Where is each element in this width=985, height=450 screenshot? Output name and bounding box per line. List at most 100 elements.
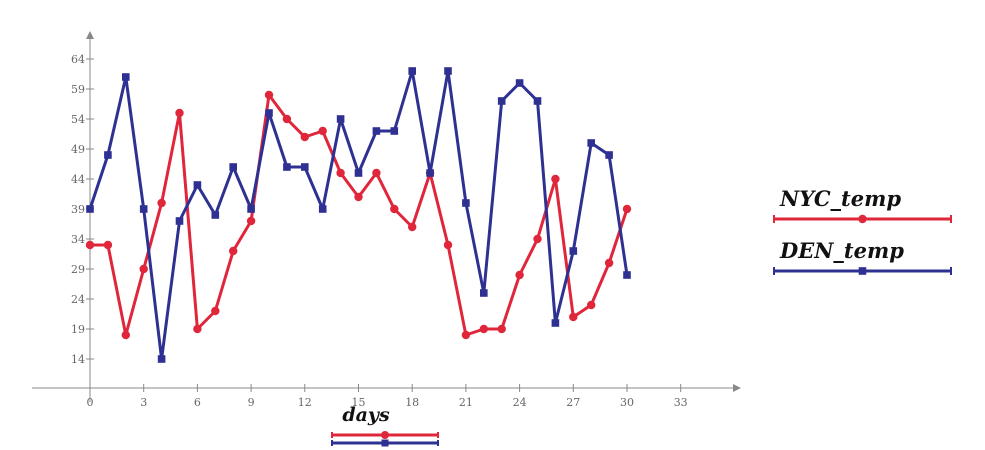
y-tick-label: 59	[71, 83, 85, 96]
data-point	[211, 211, 220, 219]
data-point	[283, 163, 291, 171]
data-point	[623, 271, 631, 279]
y-ticks: 14 19 24 29 34 39 44 49 54 59 64	[71, 53, 94, 366]
y-tick-label: 14	[71, 353, 85, 366]
data-point	[408, 67, 416, 75]
series-den-temp	[86, 67, 631, 363]
legend-item: NYC_temp	[773, 186, 952, 224]
data-point	[139, 205, 148, 213]
data-point	[86, 205, 94, 213]
x-axis-title: days	[342, 404, 390, 426]
data-point	[264, 90, 274, 100]
x-tick-label: 6	[194, 396, 201, 409]
legend-label: DEN_temp	[779, 238, 904, 263]
data-point	[175, 108, 184, 118]
data-point	[390, 127, 399, 135]
data-point	[318, 126, 327, 136]
x-tick-label: 30	[620, 396, 634, 409]
series-nyc-temp	[85, 90, 632, 340]
data-point	[587, 139, 595, 147]
data-point	[381, 439, 389, 447]
y-tick-label: 34	[71, 233, 85, 246]
x-tick-label: 24	[513, 396, 527, 409]
data-point	[301, 163, 309, 171]
data-point	[426, 169, 434, 177]
data-point	[622, 204, 632, 214]
x-tick-label: 21	[459, 396, 473, 409]
x-ticks: 0 3 6 9 12 15 18 21 24 27 30 33	[87, 384, 688, 409]
data-point	[372, 127, 381, 135]
data-point	[480, 289, 488, 297]
x-title-trace-marker	[331, 439, 439, 447]
data-point	[462, 199, 470, 207]
series-layer	[85, 67, 632, 363]
data-point	[605, 151, 613, 159]
y-tick-label: 39	[71, 203, 85, 216]
data-point	[551, 174, 560, 184]
data-point	[85, 240, 95, 250]
data-point	[193, 324, 202, 334]
data-point	[533, 97, 542, 105]
data-point	[247, 205, 255, 213]
data-point	[408, 222, 417, 232]
y-tick-label: 49	[71, 143, 85, 156]
data-point	[551, 319, 560, 327]
x-tick-label: 15	[352, 396, 366, 409]
data-point	[103, 240, 113, 250]
axes	[32, 31, 741, 402]
x-tick-label: 18	[405, 396, 419, 409]
data-point	[381, 431, 389, 439]
data-point	[587, 300, 596, 310]
y-tick-label: 24	[71, 293, 85, 306]
x-tick-label: 3	[140, 396, 147, 409]
x-axis-title-trace-markers	[331, 431, 439, 447]
data-point	[515, 270, 524, 280]
x-axis-arrow	[733, 384, 741, 392]
x-tick-label: 27	[566, 396, 580, 409]
data-point	[372, 168, 381, 178]
series-line	[88, 69, 629, 361]
data-point	[211, 306, 220, 316]
legend-item: DEN_temp	[773, 238, 952, 275]
data-point	[139, 264, 148, 274]
data-point	[390, 204, 399, 214]
data-point	[354, 192, 363, 202]
x-tick-label: 12	[298, 396, 312, 409]
data-point	[157, 198, 166, 208]
x-tick-label: 0	[87, 396, 94, 409]
data-point	[604, 258, 614, 268]
data-point	[265, 109, 273, 117]
data-point	[569, 247, 578, 255]
x-tick-label: 9	[248, 396, 255, 409]
legend: NYC_temp DEN_temp	[773, 186, 952, 275]
data-point	[515, 79, 524, 87]
data-point	[122, 73, 130, 81]
data-point	[354, 169, 363, 177]
y-tick-label: 19	[71, 323, 85, 336]
data-point	[858, 214, 867, 224]
data-point	[229, 163, 237, 171]
data-point	[858, 267, 867, 275]
data-point	[497, 324, 506, 334]
y-axis-arrow	[86, 31, 94, 39]
data-point	[300, 132, 309, 142]
data-point	[121, 330, 130, 340]
legend-label: NYC_temp	[779, 186, 901, 211]
data-point	[246, 216, 256, 226]
data-point	[157, 355, 166, 363]
y-tick-label: 44	[71, 173, 85, 186]
data-point	[318, 205, 327, 213]
data-point	[193, 181, 202, 189]
data-point	[569, 312, 578, 322]
data-point	[443, 240, 453, 250]
data-point	[336, 168, 345, 178]
data-point	[461, 330, 471, 340]
data-point	[282, 114, 292, 124]
data-point	[336, 115, 345, 123]
data-point	[104, 151, 112, 159]
data-point	[533, 234, 542, 244]
data-point	[479, 324, 488, 334]
y-tick-label: 64	[71, 53, 85, 66]
data-point	[497, 97, 506, 105]
